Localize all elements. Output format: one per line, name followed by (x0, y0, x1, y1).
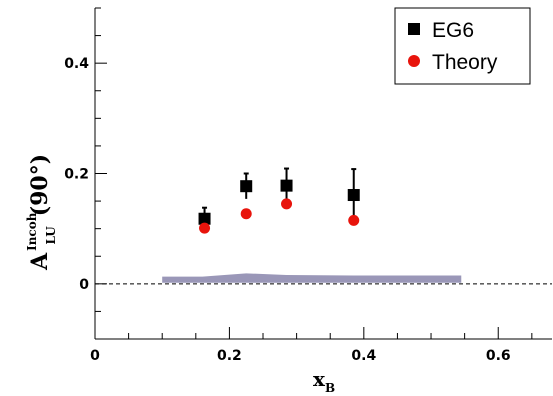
y-axis-label-suffix: (90°) (27, 154, 53, 216)
data-series (198, 167, 360, 234)
y-axis-label-sub: LU (44, 226, 58, 245)
x-tick-label: 0 (90, 348, 100, 364)
y-tick-label: 0.4 (64, 56, 89, 72)
theory-data-point (348, 214, 360, 226)
x-axis-label-main: x (313, 367, 326, 391)
x-axis-label-sub: B (325, 381, 335, 395)
y-axis-label-main: A (27, 252, 53, 271)
legend-marker-eg6 (408, 23, 420, 35)
y-tick-label: 0.2 (64, 167, 89, 183)
y-tick-label: 0 (79, 277, 89, 293)
eg6-data-point (198, 212, 211, 225)
x-tick-label: 0.2 (217, 348, 242, 364)
y-axis-label-sup: Incoh (25, 212, 39, 251)
theory-data-point (281, 198, 293, 210)
eg6-data-point (280, 179, 293, 192)
systematic-band-layer (162, 273, 462, 283)
y-axis-label: AIncoh LU (90°) (25, 154, 58, 271)
legend-marker-theory (408, 55, 420, 67)
legend: EG6 Theory (394, 7, 531, 85)
tick-labels: 0 0.2 0.4 0.6 0 0.2 0.4 (64, 56, 510, 364)
axis-ticks (94, 7, 533, 340)
eg6-data-point (240, 180, 253, 193)
theory-data-point (240, 208, 252, 220)
x-axis-label: xB (313, 367, 335, 395)
x-tick-label: 0.6 (486, 348, 511, 364)
systematic-band (162, 273, 462, 283)
eg6-data-point (347, 189, 360, 202)
x-tick-label: 0.4 (351, 348, 376, 364)
legend-label-theory: Theory (432, 51, 498, 74)
theory-data-point (199, 222, 211, 234)
legend-label-eg6: EG6 (432, 19, 474, 42)
legend-box (394, 7, 531, 85)
